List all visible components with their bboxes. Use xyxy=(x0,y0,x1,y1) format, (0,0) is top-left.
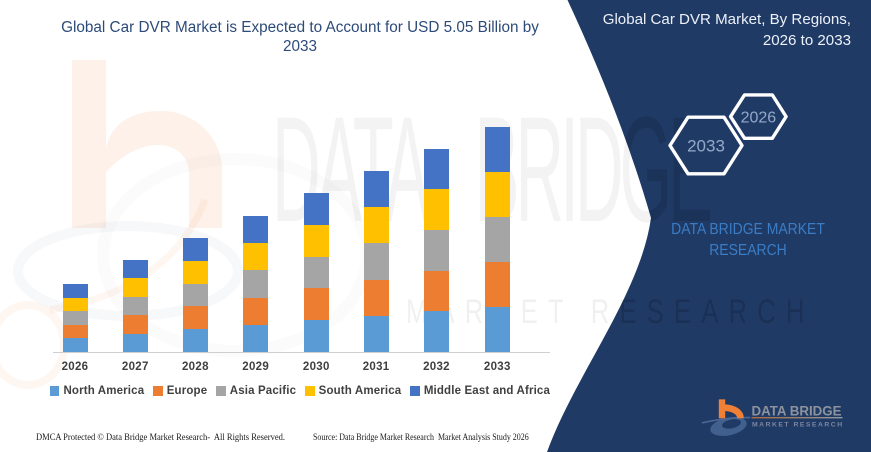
svg-text:2026: 2026 xyxy=(741,110,777,127)
svg-text:DATA BRIDGE: DATA BRIDGE xyxy=(752,404,842,420)
svg-text:2033: 2033 xyxy=(687,137,725,156)
svg-text:MARKET RESEARCH: MARKET RESEARCH xyxy=(406,294,815,331)
svg-text:MARKET RESEARCH: MARKET RESEARCH xyxy=(752,422,844,429)
